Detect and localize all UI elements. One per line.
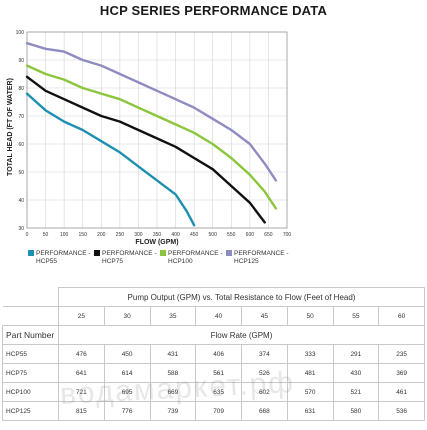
y-axis-label: TOTAL HEAD (FT OF WATER) bbox=[7, 78, 14, 176]
legend-swatch-hcp75 bbox=[94, 250, 100, 256]
performance-chart: 0 50 100 150 200 250 300 350 400 450 500 550 600 650 7… bbox=[7, 30, 292, 246]
legend-label-line1: PERFORMANCE - bbox=[102, 250, 157, 257]
series-line-hcp100 bbox=[25, 64, 278, 210]
head-value-cell: 50 bbox=[286, 306, 334, 326]
x-axis-label: FLOW (GPM) bbox=[135, 239, 178, 246]
legend-item-hcp100: PERFORMANCE - HCP100 bbox=[160, 250, 235, 266]
table-row: HCP55 476 450 431 406 374 333 291 235 bbox=[2, 344, 425, 364]
flow-cell: 406 bbox=[195, 344, 242, 364]
legend-swatch-hcp125 bbox=[226, 250, 232, 256]
series-line-hcp75 bbox=[25, 75, 266, 224]
flow-cell: 374 bbox=[241, 344, 288, 364]
head-value-cell: 30 bbox=[103, 306, 151, 326]
flow-cell: 369 bbox=[378, 363, 425, 383]
table-row: HCP125 815 776 739 709 668 631 580 536 bbox=[2, 401, 425, 421]
head-value-cell: 55 bbox=[332, 306, 380, 326]
series-line-hcp125 bbox=[25, 42, 278, 182]
x-tick-label: 250 bbox=[116, 232, 125, 238]
y-tick-label: 90 bbox=[18, 58, 24, 64]
flow-cell: 291 bbox=[332, 344, 380, 364]
flow-cell: 668 bbox=[241, 401, 288, 421]
part-number-header: Part Number bbox=[2, 325, 59, 345]
flow-cell: 450 bbox=[103, 344, 151, 364]
head-value-cell: 25 bbox=[58, 306, 105, 326]
x-tick-label: 0 bbox=[26, 232, 29, 238]
flow-cell: 521 bbox=[332, 382, 380, 402]
y-tick-label: 80 bbox=[18, 86, 24, 92]
flow-cell: 536 bbox=[378, 401, 425, 421]
y-tick-label: 70 bbox=[18, 114, 24, 120]
x-tick-label: 300 bbox=[134, 232, 143, 238]
chart-legend: PERFORMANCE - HCP55 PERFORMANCE - HCP75 … bbox=[28, 250, 418, 274]
table-corner-cell bbox=[2, 306, 59, 326]
flow-cell: 461 bbox=[378, 382, 425, 402]
legend-label-line1: PERFORMANCE - bbox=[234, 250, 289, 257]
legend-swatch-hcp55 bbox=[28, 250, 34, 256]
flow-cell: 333 bbox=[286, 344, 334, 364]
flow-cell: 431 bbox=[149, 344, 197, 364]
table-row: HCP100 721 695 669 635 602 570 521 461 bbox=[2, 382, 425, 402]
x-tick-label: 450 bbox=[190, 232, 199, 238]
x-tick-label: 500 bbox=[209, 232, 218, 238]
x-tick-label: 650 bbox=[264, 232, 273, 238]
performance-table: Pump Output (GPM) vs. Total Resistance t… bbox=[2, 287, 425, 421]
x-tick-label: 400 bbox=[171, 232, 180, 238]
legend-item-hcp75: PERFORMANCE - HCP75 bbox=[94, 250, 169, 266]
x-tick-label: 50 bbox=[43, 232, 49, 238]
part-cell: HCP55 bbox=[2, 344, 59, 364]
head-value-cell: 40 bbox=[195, 306, 242, 326]
x-tick-label: 550 bbox=[227, 232, 236, 238]
head-value-cell: 60 bbox=[378, 306, 425, 326]
x-tick-label: 100 bbox=[60, 232, 69, 238]
series-layer bbox=[25, 42, 278, 227]
flow-cell: 476 bbox=[58, 344, 105, 364]
legend-label-line1: PERFORMANCE - bbox=[168, 250, 223, 257]
plot-frame bbox=[26, 31, 288, 229]
y-tick-label: 100 bbox=[16, 30, 25, 36]
part-cell: HCP75 bbox=[2, 363, 59, 383]
legend-label-line2: HCP100 bbox=[168, 258, 193, 265]
y-tick-label: 60 bbox=[18, 142, 24, 148]
flow-cell: 739 bbox=[149, 401, 197, 421]
flow-cell: 631 bbox=[286, 401, 334, 421]
head-value-cell: 35 bbox=[149, 306, 197, 326]
legend-item-hcp55: PERFORMANCE - HCP55 bbox=[28, 250, 103, 266]
legend-label-line2: HCP55 bbox=[36, 258, 57, 265]
x-tick-label: 150 bbox=[79, 232, 88, 238]
x-tick-label: 350 bbox=[153, 232, 162, 238]
head-value-cell: 45 bbox=[241, 306, 288, 326]
flow-cell: 709 bbox=[195, 401, 242, 421]
x-tick-label: 200 bbox=[97, 232, 106, 238]
grid-layer bbox=[26, 31, 288, 229]
legend-swatch-hcp100 bbox=[160, 250, 166, 256]
part-cell: HCP125 bbox=[2, 401, 59, 421]
table-subheader-row: Part Number Flow Rate (GPM) bbox=[2, 325, 425, 345]
y-tick-label: 40 bbox=[18, 198, 24, 204]
legend-label-line1: PERFORMANCE - bbox=[36, 250, 91, 257]
axis-layer: 0 50 100 150 200 250 300 350 400 450 500 550 600 650 7… bbox=[16, 30, 292, 238]
table-corner-cell bbox=[2, 287, 59, 307]
table-header-row: Pump Output (GPM) vs. Total Resistance t… bbox=[2, 287, 425, 307]
x-tick-label: 700 bbox=[283, 232, 292, 238]
chart-title: HCP SERIES PERFORMANCE DATA bbox=[99, 3, 328, 18]
y-tick-label: 30 bbox=[18, 226, 24, 232]
y-tick-label: 50 bbox=[18, 170, 24, 176]
part-cell: HCP100 bbox=[2, 382, 59, 402]
flow-cell: 430 bbox=[332, 363, 380, 383]
x-tick-label: 600 bbox=[246, 232, 255, 238]
legend-item-hcp125: PERFORMANCE - HCP125 bbox=[226, 250, 301, 266]
table-head-values-row: 25 30 35 40 45 50 55 60 bbox=[2, 306, 425, 326]
flow-rate-header: Flow Rate (GPM) bbox=[58, 325, 425, 345]
flow-cell: 580 bbox=[332, 401, 380, 421]
table-main-header: Pump Output (GPM) vs. Total Resistance t… bbox=[58, 287, 425, 307]
series-line-hcp55 bbox=[25, 92, 196, 227]
legend-label-line2: HCP75 bbox=[102, 258, 123, 265]
flow-cell: 235 bbox=[378, 344, 425, 364]
legend-label-line2: HCP125 bbox=[234, 258, 259, 265]
